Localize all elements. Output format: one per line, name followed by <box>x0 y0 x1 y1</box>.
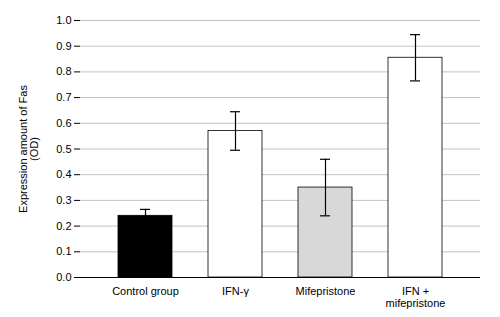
svg-text:0.7: 0.7 <box>56 91 71 103</box>
svg-text:Expression amount of Fas(OD): Expression amount of Fas(OD) <box>17 85 40 213</box>
svg-text:IFN +mifepristone: IFN +mifepristone <box>386 285 446 309</box>
svg-text:0.0: 0.0 <box>56 271 71 283</box>
svg-text:0.4: 0.4 <box>56 168 71 180</box>
svg-text:1.0: 1.0 <box>56 14 71 26</box>
svg-text:IFN-γ: IFN-γ <box>222 285 249 297</box>
svg-text:0.2: 0.2 <box>56 220 71 232</box>
svg-text:0.8: 0.8 <box>56 65 71 77</box>
svg-text:0.3: 0.3 <box>56 194 71 206</box>
svg-text:0.1: 0.1 <box>56 245 71 257</box>
svg-text:0.6: 0.6 <box>56 117 71 129</box>
svg-text:0.5: 0.5 <box>56 143 71 155</box>
svg-text:0.9: 0.9 <box>56 40 71 52</box>
svg-text:Mifepristone: Mifepristone <box>296 285 356 297</box>
svg-text:Control group: Control group <box>112 285 179 297</box>
